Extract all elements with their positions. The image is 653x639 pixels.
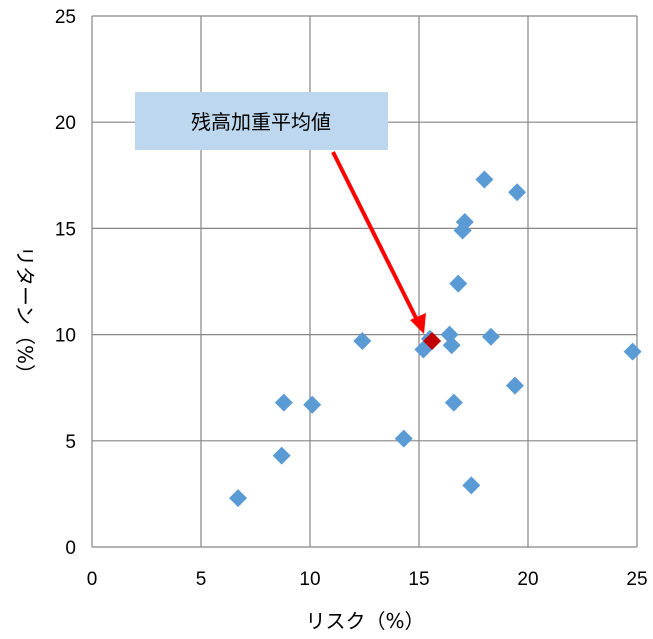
x-tick-label: 15: [408, 569, 429, 590]
data-point: [303, 395, 322, 414]
callout-annotation: 残高加重平均値: [135, 92, 426, 334]
data-point: [462, 476, 481, 495]
x-tick-label: 20: [517, 569, 538, 590]
y-tick-label: 15: [55, 219, 76, 240]
data-point: [442, 336, 461, 355]
y-tick-label: 5: [65, 432, 76, 453]
x-tick-label: 25: [626, 569, 647, 590]
y-tick-label: 0: [65, 538, 76, 559]
callout-label: 残高加重平均値: [191, 110, 331, 134]
data-point: [455, 213, 474, 232]
x-tick-label: 5: [196, 569, 207, 590]
data-point: [449, 274, 468, 293]
data-point: [353, 331, 372, 350]
callout-arrow-head: [410, 313, 426, 334]
x-tick-labels: 0 5 10 15 20 25: [87, 569, 648, 590]
data-point: [394, 429, 413, 448]
y-axis-title: リターン（%）: [13, 246, 37, 384]
y-tick-label: 25: [55, 7, 76, 28]
data-point: [272, 446, 291, 465]
data-point: [623, 342, 642, 361]
callout-arrow-line: [331, 151, 420, 323]
x-tick-label: 10: [299, 569, 320, 590]
data-point: [274, 393, 293, 412]
data-point: [505, 376, 524, 395]
y-tick-label: 10: [55, 326, 76, 347]
y-tick-labels: 0 5 10 15 20 25: [55, 7, 76, 559]
weighted-average-point: [423, 331, 442, 350]
y-tick-label: 20: [55, 113, 76, 134]
data-point: [444, 393, 463, 412]
data-point: [508, 183, 527, 202]
data-points: [229, 170, 642, 508]
data-point: [475, 170, 494, 189]
data-point: [481, 327, 500, 346]
data-point: [229, 489, 248, 508]
x-tick-label: 0: [87, 569, 98, 590]
callout-box: [135, 92, 388, 150]
x-axis-title: リスク（%）: [305, 609, 424, 633]
